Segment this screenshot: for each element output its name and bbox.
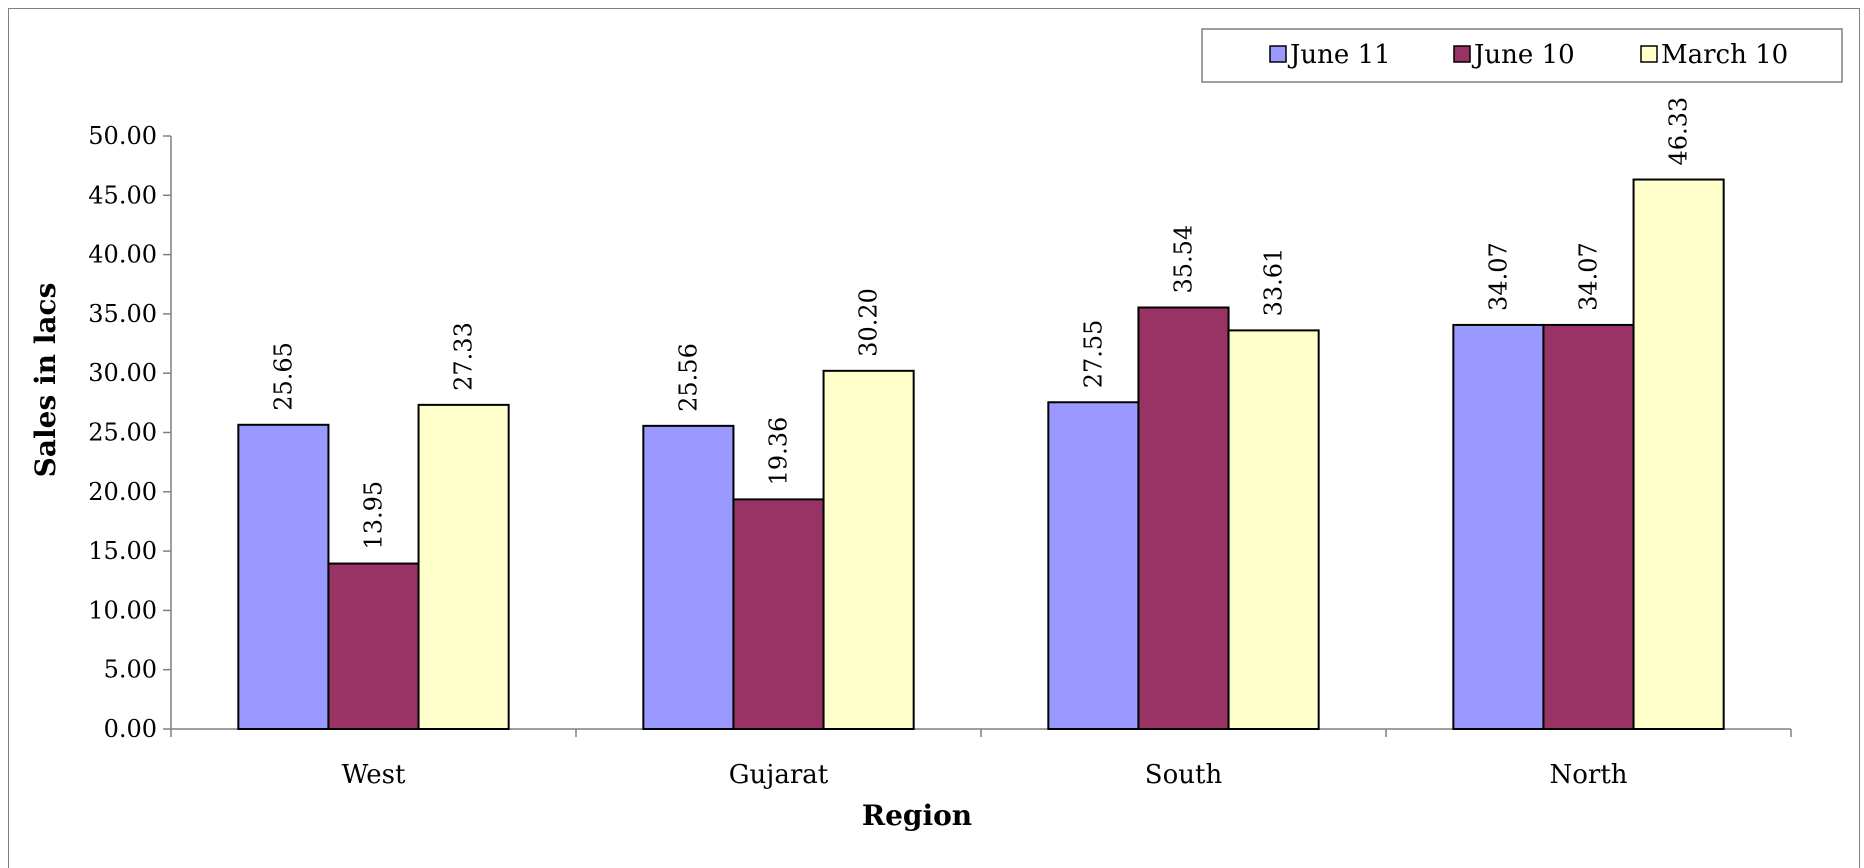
bar	[1227, 329, 1320, 730]
legend-swatch	[1453, 45, 1471, 63]
y-tick-label: 20.00	[88, 478, 157, 506]
value-labels: 25.65 13.95 27.33 25.56 19.36 30.20 27.55 35.54…	[269, 97, 1692, 550]
data-label: 34.07	[1484, 242, 1512, 311]
y-tick-label: 45.00	[88, 181, 157, 209]
data-label: 27.33	[450, 322, 478, 391]
legend-box	[1201, 28, 1843, 83]
bar	[1542, 323, 1635, 730]
bar	[237, 423, 330, 730]
bar	[642, 424, 735, 730]
data-label: 46.33	[1665, 97, 1693, 166]
legend-swatch	[1640, 45, 1658, 63]
legend-label: June 10	[1471, 40, 1575, 70]
data-label: 34.07	[1575, 242, 1603, 311]
bar	[1632, 178, 1725, 731]
y-axis-title: Sales in lacs	[29, 283, 62, 478]
x-tick-label: South	[1145, 760, 1223, 790]
bar	[1452, 323, 1545, 730]
legend: June 11 June 10 March 10	[1201, 28, 1843, 83]
bar	[417, 403, 510, 730]
data-label: 27.55	[1079, 320, 1107, 389]
y-tick-label: 30.00	[88, 359, 157, 387]
y-tick-label: 5.00	[104, 656, 157, 684]
data-label: 35.54	[1170, 225, 1198, 294]
y-tick-label: 10.00	[88, 596, 157, 624]
x-axis-title: Region	[862, 799, 972, 832]
data-label: 13.95	[360, 481, 388, 550]
y-axis: 0.00 5.00 10.00 15.00 20.00 25.00 30.00 35.00 40…	[88, 122, 172, 743]
bar	[1137, 306, 1230, 730]
legend-swatch	[1269, 45, 1287, 63]
data-label: 25.56	[674, 343, 702, 412]
x-axis: West Gujarat South North	[170, 728, 1792, 790]
bar	[822, 369, 915, 730]
x-tick-label: West	[342, 760, 406, 790]
y-tick-label: 15.00	[88, 537, 157, 565]
x-tick-label: Gujarat	[729, 760, 829, 790]
y-tick-label: 25.00	[88, 419, 157, 447]
y-tick-label: 40.00	[88, 241, 157, 269]
data-label: 33.61	[1260, 248, 1288, 317]
x-tick-label: North	[1549, 760, 1627, 790]
y-tick-label: 50.00	[88, 122, 157, 150]
bars	[237, 178, 1725, 731]
legend-label: March 10	[1661, 40, 1788, 70]
y-tick-label: 0.00	[104, 715, 157, 743]
bar	[327, 562, 420, 730]
bar	[1047, 401, 1140, 730]
data-label: 30.20	[855, 288, 883, 357]
data-label: 19.36	[765, 417, 793, 486]
legend-label: June 11	[1287, 40, 1391, 70]
y-tick-label: 35.00	[88, 300, 157, 328]
bar	[732, 498, 825, 731]
data-label: 25.65	[269, 342, 297, 411]
